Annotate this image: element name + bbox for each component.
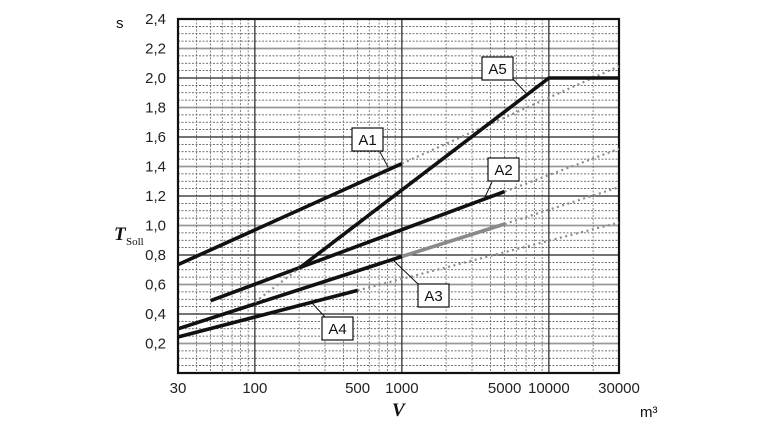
series-A2-extension (504, 147, 620, 193)
y-tick-label: 1,2 (145, 188, 166, 205)
y-tick-label: 1,8 (145, 100, 166, 117)
series-A1-line (177, 161, 403, 267)
series-A3-line (177, 254, 403, 331)
x-tick-label: 30 (170, 380, 187, 397)
x-axis-label: V (392, 400, 406, 421)
label-A4: A4 (328, 321, 346, 338)
series-A5-line (298, 76, 619, 270)
x-tick-label: 1000 (385, 380, 418, 397)
series-A5-extension (254, 267, 300, 304)
label-leader-A1 (379, 151, 389, 168)
label-box-A4 (321, 316, 354, 341)
series-A3-gray (401, 222, 506, 259)
series-labels: A1 A2 A3 A4 A5 (311, 56, 527, 341)
label-leader-A2 (484, 181, 493, 198)
series-A2-line (209, 189, 506, 303)
y-tick-label: 1,4 (145, 159, 166, 176)
tick-labels: 0,2 0,4 0,6 0,8 1,0 1,2 1,4 1,6 1,8 2,0 2,2 2,4 30 10… (145, 11, 640, 397)
y-tick-label: 1,6 (145, 129, 166, 146)
label-A2: A2 (494, 162, 512, 179)
y-tick-label: 0,6 (145, 277, 166, 294)
y-tick-label: 0,8 (145, 247, 166, 264)
y-tick-label: 1,0 (145, 218, 166, 235)
x-tick-label: 100 (242, 380, 267, 397)
label-box-A5 (481, 56, 514, 81)
x-tick-label: 5000 (488, 380, 521, 397)
label-box-A1 (351, 127, 384, 152)
plot-frame (176, 17, 621, 375)
x-unit: m³ (640, 404, 658, 421)
label-leader-A4 (311, 302, 326, 318)
x-tick-label: 10000 (528, 380, 570, 397)
series-A4-line (177, 288, 359, 339)
series-A3-extension (504, 186, 620, 226)
y-axis-label-sub: Soll (126, 236, 144, 248)
label-box-A3 (417, 283, 450, 308)
y-tick-label: 0,2 (145, 336, 166, 353)
series-lines (177, 65, 620, 339)
series-A4-extension (357, 221, 620, 292)
y-tick-label: 2,0 (145, 70, 166, 87)
label-leader-A5 (511, 77, 527, 94)
x-tick-label: 500 (345, 380, 370, 397)
y-tick-label: 2,4 (145, 11, 166, 28)
y-tick-label: 2,2 (145, 41, 166, 58)
label-A5: A5 (488, 61, 506, 78)
label-box-A2 (487, 157, 520, 182)
y-tick-label: 0,4 (145, 306, 166, 323)
y-axis-label: T (114, 224, 127, 245)
label-A3: A3 (424, 288, 442, 305)
x-tick-label: 30000 (598, 380, 640, 397)
series-A1-extension (401, 65, 620, 165)
label-leader-A3 (392, 259, 419, 285)
y-unit: s (116, 15, 124, 32)
label-A1: A1 (358, 132, 376, 149)
